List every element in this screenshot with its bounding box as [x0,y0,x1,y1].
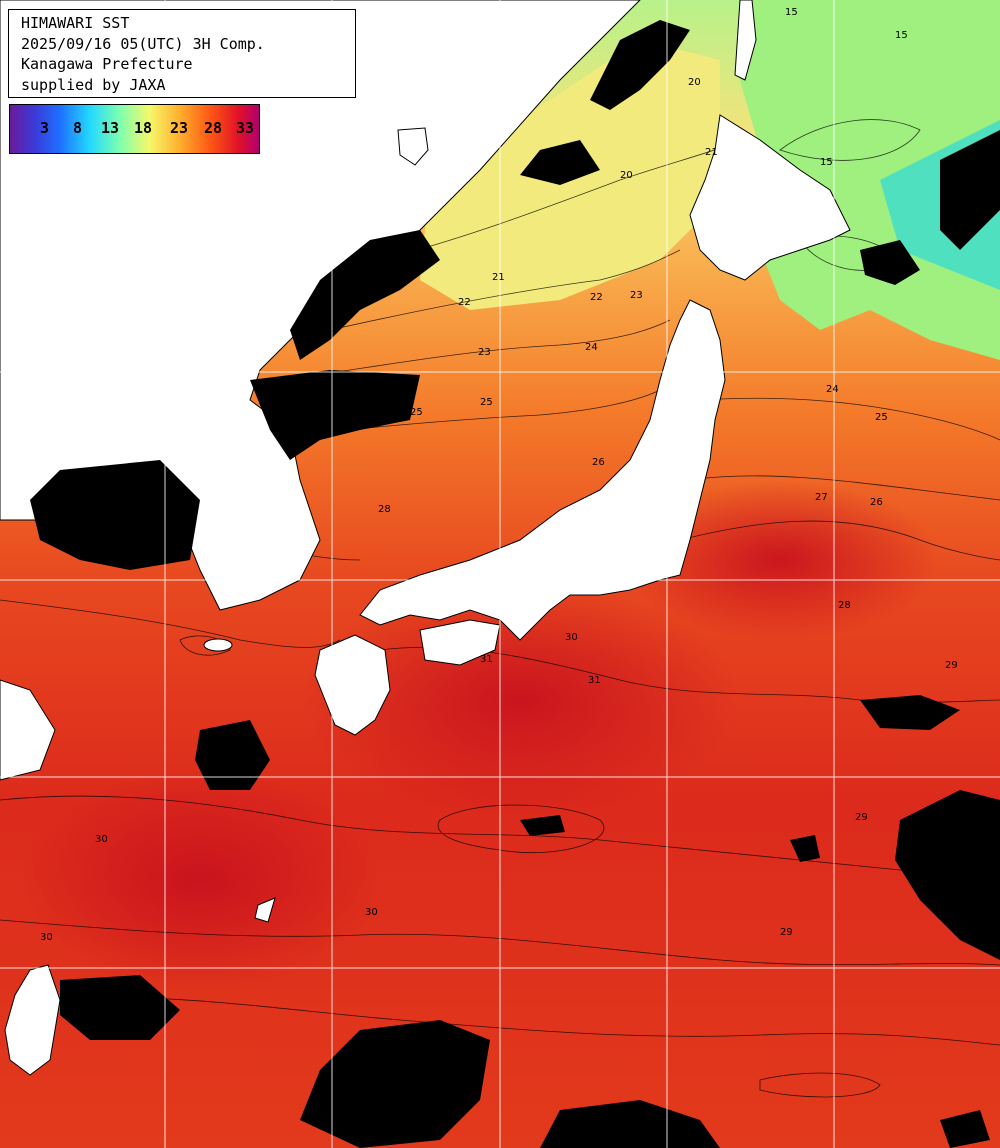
scale-tick: 8 [73,119,83,137]
land-honshu [359,299,726,641]
contour-label: 21 [705,147,718,158]
contour-label: 30 [365,907,378,918]
land-china-coast [0,679,56,781]
contour-label: 23 [478,347,491,358]
contour-label: 28 [35,512,48,523]
contour-label: 26 [592,457,605,468]
contour-label: 21 [492,272,505,283]
contour-label: 20 [620,170,633,181]
contour-label: 25 [480,397,493,408]
contour-label: 30 [95,834,108,845]
title-line-product: HIMAWARI SST [21,14,130,32]
contour-label: 22 [458,297,471,308]
hot-spot-2 [620,480,940,640]
contour-label: 28 [378,504,391,515]
contour-label: 15 [820,157,833,168]
contour-label: 31 [480,654,493,665]
land-shikoku [419,619,501,666]
contour-label: 22 [590,292,603,303]
contour-label: 27 [815,492,828,503]
contour-label: 26 [870,497,883,508]
contour-label: 24 [826,384,839,395]
hot-spot-1 [300,580,740,820]
contour-label: 28 [838,600,851,611]
title-line-credit: supplied by JAXA [21,75,166,94]
contour-label: 23 [630,290,643,301]
contour-label: 29 [855,812,868,823]
scale-tick: 13 [101,119,120,137]
contour-label: 29 [945,660,958,671]
land-kyushu [314,634,391,736]
title-line-datetime: 2025/09/16 05(UTC) 3H Comp. [21,34,265,53]
contour-label: 29 [780,927,793,938]
contour-label: 31 [588,675,601,686]
land-taiwan [4,964,61,1076]
contour-label: 25 [410,407,423,418]
contour-label: 24 [585,342,598,353]
contour-label: 30 [565,632,578,643]
land-hokkaido [689,114,851,281]
title-line-prefecture: Kanagawa Prefecture [21,55,193,73]
cloud-cover [30,20,1000,1148]
contour-label: 20 [688,77,701,88]
scale-tick: 23 [170,119,189,137]
contour-label-group: 15 15 15 20 20 21 21 22 22 23 23 24 24 2… [35,7,958,943]
hot-spot-3 [20,770,380,990]
map-title-box: HIMAWARI SST 2025/09/16 05(UTC) 3H Comp.… [8,9,356,98]
scale-tick: 28 [204,119,223,137]
scale-tick: 3 [40,119,50,137]
land-sakhalin [734,0,757,81]
scale-tick: 18 [134,119,153,137]
color-scale-legend: 3 8 13 18 23 28 33 [9,104,260,154]
scale-tick: 33 [236,119,255,137]
contour-label: 15 [895,30,908,41]
contour-label: 15 [785,7,798,18]
contour-label: 30 [40,932,53,943]
contour-label: 25 [875,412,888,423]
cool-water-ne [740,0,1000,360]
